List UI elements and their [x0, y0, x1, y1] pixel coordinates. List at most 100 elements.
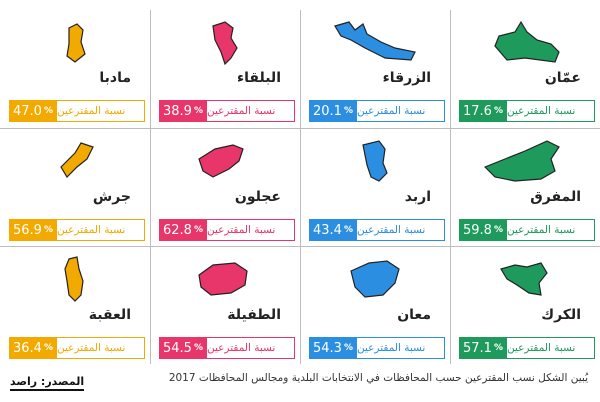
grid-divider	[150, 10, 151, 364]
governorate-name: عجلون	[234, 189, 281, 205]
percent-sign: %	[493, 106, 503, 116]
turnout-stat: 38.9% نسبة المقترعين	[159, 100, 295, 122]
governorate-name: الكرك	[541, 307, 581, 323]
turnout-label: نسبة المقترعين	[357, 219, 445, 241]
percent-sign: %	[193, 343, 203, 353]
turnout-label: نسبة المقترعين	[357, 100, 445, 122]
turnout-stat: 17.6% نسبة المقترعين	[459, 100, 595, 122]
source-credit: المصدر: راصد	[10, 375, 85, 391]
turnout-value: 20.1	[313, 103, 342, 119]
cell-irbid: اربد 43.4% نسبة المقترعين	[301, 129, 449, 247]
turnout-value: 59.8	[463, 222, 492, 238]
cell-balqa: البلقاء 38.9% نسبة المقترعين	[151, 10, 299, 128]
amman-map-icon	[485, 18, 565, 64]
governorate-name: المفرق	[530, 189, 581, 205]
grid-divider	[300, 10, 301, 364]
balqa-map-icon	[185, 18, 265, 66]
percent-sign: %	[193, 225, 203, 235]
turnout-value: 43.4	[313, 222, 342, 238]
turnout-stat: 36.4% نسبة المقترعين	[9, 337, 145, 359]
cell-aqaba: العقبة 36.4% نسبة المقترعين	[1, 247, 149, 365]
turnout-value-box: 56.9%	[9, 219, 57, 241]
turnout-value-box: 17.6%	[459, 100, 507, 122]
cell-jerash: جرش 56.9% نسبة المقترعين	[1, 129, 149, 247]
cell-amman: عمّان 17.6% نسبة المقترعين	[451, 10, 599, 128]
turnout-value-box: 36.4%	[9, 337, 57, 359]
grid-divider	[0, 246, 600, 247]
percent-sign: %	[43, 343, 53, 353]
governorates-grid: عمّان 17.6% نسبة المقترعين الزرقاء 20.1%…	[0, 10, 600, 364]
jerash-map-icon	[35, 137, 115, 183]
percent-sign: %	[43, 106, 53, 116]
turnout-value: 54.5	[163, 340, 192, 356]
cell-tafilah: الطفيلة 54.5% نسبة المقترعين	[151, 247, 299, 365]
turnout-value-box: 57.1%	[459, 337, 507, 359]
governorate-name: الزرقاء	[382, 70, 431, 86]
turnout-stat: 54.5% نسبة المقترعين	[159, 337, 295, 359]
figure-caption: يُبين الشكل نسب المقترعين حسب المحافظات …	[168, 372, 588, 384]
cell-karak: الكرك 57.1% نسبة المقترعين	[451, 247, 599, 365]
turnout-label: نسبة المقترعين	[507, 219, 595, 241]
turnout-stat: 56.9% نسبة المقترعين	[9, 219, 145, 241]
turnout-value: 54.3	[313, 340, 342, 356]
turnout-stat: 20.1% نسبة المقترعين	[309, 100, 445, 122]
turnout-stat: 57.1% نسبة المقترعين	[459, 337, 595, 359]
turnout-label: نسبة المقترعين	[207, 337, 295, 359]
percent-sign: %	[493, 225, 503, 235]
turnout-value-box: 38.9%	[159, 100, 207, 122]
turnout-value-box: 20.1%	[309, 100, 357, 122]
percent-sign: %	[193, 106, 203, 116]
governorate-name: مادبا	[99, 70, 131, 86]
turnout-stat: 54.3% نسبة المقترعين	[309, 337, 445, 359]
turnout-value-box: 59.8%	[459, 219, 507, 241]
cell-madaba: مادبا 47.0% نسبة المقترعين	[1, 10, 149, 128]
turnout-label: نسبة المقترعين	[57, 337, 145, 359]
governorate-name: اربد	[404, 189, 431, 205]
turnout-value-box: 54.5%	[159, 337, 207, 359]
cell-maan: معان 54.3% نسبة المقترعين	[301, 247, 449, 365]
turnout-value: 38.9	[163, 103, 192, 119]
turnout-label: نسبة المقترعين	[207, 219, 295, 241]
turnout-value: 36.4	[13, 340, 42, 356]
governorate-name: البلقاء	[237, 70, 281, 86]
turnout-stat: 59.8% نسبة المقترعين	[459, 219, 595, 241]
percent-sign: %	[493, 343, 503, 353]
percent-sign: %	[343, 106, 353, 116]
mafraq-map-icon	[483, 137, 565, 183]
turnout-value: 47.0	[13, 103, 42, 119]
turnout-label: نسبة المقترعين	[507, 337, 595, 359]
turnout-label: نسبة المقترعين	[507, 100, 595, 122]
percent-sign: %	[343, 225, 353, 235]
turnout-label: نسبة المقترعين	[357, 337, 445, 359]
turnout-value-box: 47.0%	[9, 100, 57, 122]
turnout-value: 17.6	[463, 103, 492, 119]
turnout-value-box: 54.3%	[309, 337, 357, 359]
maan-map-icon	[335, 255, 415, 301]
ajloun-map-icon	[185, 137, 265, 183]
turnout-label: نسبة المقترعين	[207, 100, 295, 122]
madaba-map-icon	[35, 18, 115, 64]
aqaba-map-icon	[35, 255, 115, 302]
governorate-name: عمّان	[544, 70, 581, 86]
governorate-name: الطفيلة	[227, 307, 281, 323]
zarqa-map-icon	[334, 18, 416, 64]
turnout-value-box: 43.4%	[309, 219, 357, 241]
cell-ajloun: عجلون 62.8% نسبة المقترعين	[151, 129, 299, 247]
grid-divider	[0, 128, 600, 129]
turnout-stat: 43.4% نسبة المقترعين	[309, 219, 445, 241]
turnout-value: 56.9	[13, 222, 42, 238]
turnout-value: 57.1	[463, 340, 492, 356]
turnout-label: نسبة المقترعين	[57, 100, 145, 122]
turnout-stat: 47.0% نسبة المقترعين	[9, 100, 145, 122]
turnout-stat: 62.8% نسبة المقترعين	[159, 219, 295, 241]
governorate-name: جرش	[92, 189, 131, 205]
cell-zarqa: الزرقاء 20.1% نسبة المقترعين	[301, 10, 449, 128]
turnout-value: 62.8	[163, 222, 192, 238]
cell-mafraq: المفرق 59.8% نسبة المقترعين	[451, 129, 599, 247]
percent-sign: %	[43, 225, 53, 235]
governorate-name: العقبة	[88, 307, 131, 323]
grid-divider	[450, 10, 451, 364]
turnout-label: نسبة المقترعين	[57, 219, 145, 241]
turnout-value-box: 62.8%	[159, 219, 207, 241]
governorate-name: معان	[397, 307, 431, 323]
